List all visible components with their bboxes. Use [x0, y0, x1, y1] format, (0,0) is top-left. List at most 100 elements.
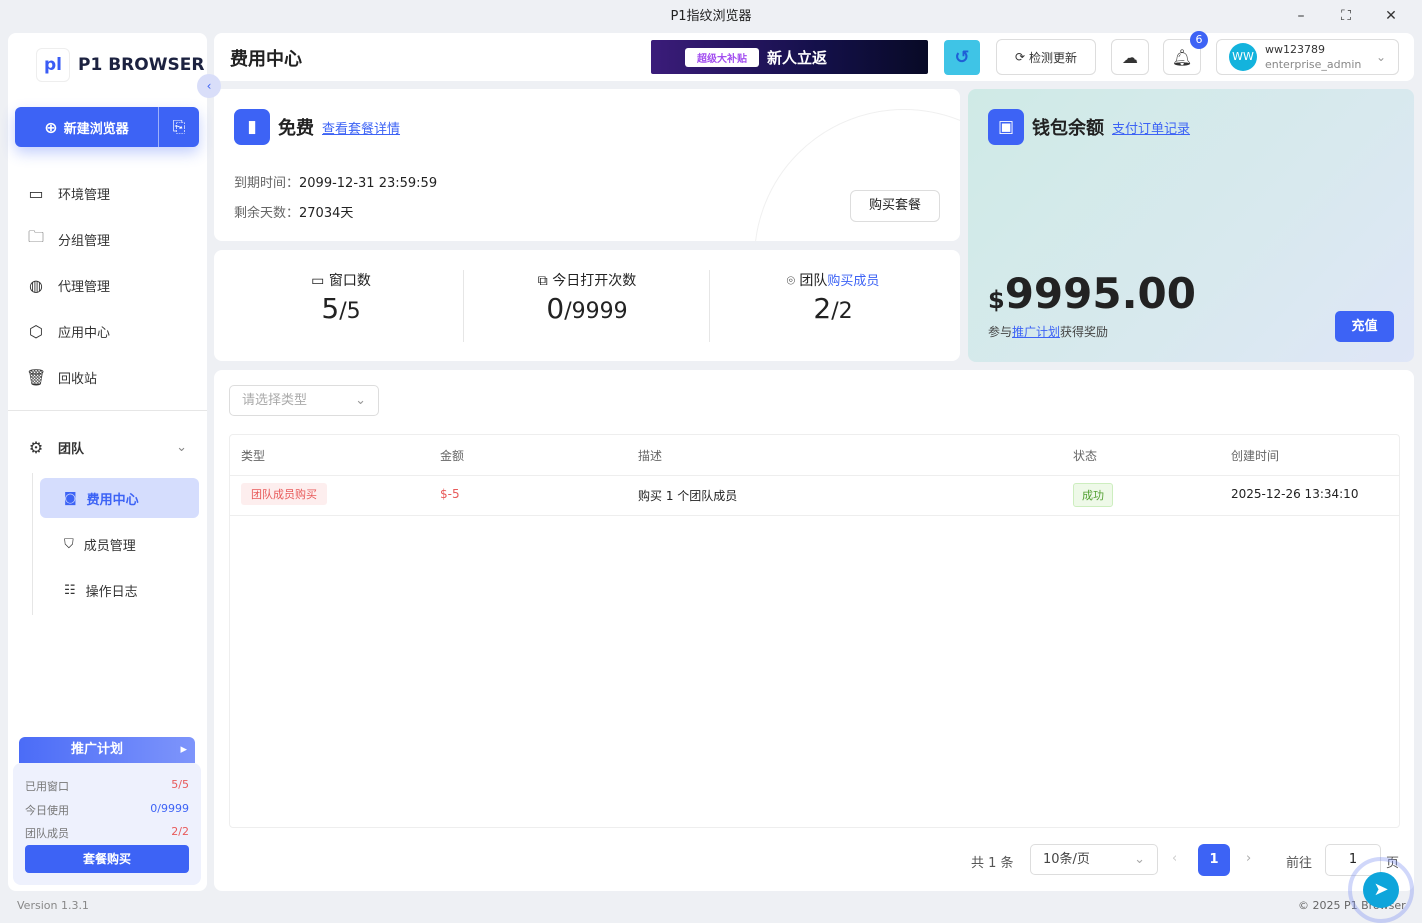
sidebar-item-apps[interactable]: ⬡ 应用中心 [8, 311, 207, 351]
sidebar-item-logs[interactable]: ☷ 操作日志 [64, 582, 138, 600]
plus-circle-icon: ⊕ [44, 117, 58, 137]
refresh-app-icon[interactable]: ↺ [944, 40, 980, 75]
collapse-sidebar-button[interactable]: ‹ [197, 74, 221, 98]
expire-value: 2099-12-31 23:59:59 [299, 176, 438, 191]
tree-line [32, 473, 33, 615]
window-title: P1指纹浏览器 [670, 9, 752, 24]
sidebar-group-team[interactable]: ⚙ 团队 ⌄ [8, 427, 207, 467]
gear-icon: ⚙ [28, 437, 44, 457]
window-icon: ▭ [28, 183, 44, 203]
type-tag: 团队成员购买 [241, 483, 327, 505]
plan-details-link[interactable]: 查看套餐详情 [322, 121, 401, 137]
chevron-down-icon: ⌄ [176, 439, 187, 455]
plan-name: 免费 [278, 118, 314, 139]
wallet-icon: ◙ [64, 490, 77, 506]
stat-opens: ⧉ 今日打开次数 0/9999 [537, 273, 637, 325]
today-use-label: 今日使用 [25, 804, 69, 817]
check-update-button[interactable]: ⟳ 检测更新 [996, 39, 1096, 75]
divider [709, 270, 710, 342]
copy-icon: ⧉ [537, 273, 548, 289]
chevron-down-icon: ⌄ [1375, 50, 1386, 64]
proxy-icon: ◍ [29, 275, 43, 295]
sidebar-item-trash[interactable]: 🗑 回收站 [26, 367, 98, 387]
telegram-icon[interactable]: ➤ [1363, 872, 1399, 908]
minimize-button[interactable]: – [1297, 8, 1305, 24]
log-icon: ☷ [64, 582, 76, 598]
close-button[interactable]: ✕ [1385, 8, 1397, 24]
sync-icon: ⟳ [1014, 50, 1026, 64]
sidebar-item-billing[interactable]: ◙ 费用中心 [40, 478, 199, 518]
buy-plan-button[interactable]: 套餐购买 [25, 845, 189, 873]
new-browser-button[interactable]: ⊕ 新建浏览器 ⎘ [15, 107, 199, 147]
stats-card [214, 250, 960, 361]
col-created: 创建时间 [1231, 449, 1280, 463]
recharge-button[interactable]: 充值 [1335, 311, 1394, 342]
goto-label: 前往 [1286, 856, 1313, 871]
sidebar-item-members[interactable]: ⛉ 成员管理 [64, 536, 136, 554]
bell-icon: 🔔︎ [1171, 47, 1193, 67]
currency: $ [988, 286, 1005, 314]
window-icon: ▭ [311, 273, 325, 289]
download-cloud-button[interactable]: ☁ [1111, 39, 1149, 75]
team-members-label: 团队成员 [25, 827, 69, 840]
created-cell: 2025-12-26 13:34:10 [1231, 487, 1359, 501]
desc-cell: 购买 1 个团队成员 [638, 489, 738, 503]
sidebar-item-env[interactable]: ▭ 环境管理 [8, 173, 207, 213]
records-table [229, 434, 1400, 828]
notification-badge: 6 [1190, 31, 1208, 49]
records-card: 请选择类型 ⌄ [214, 370, 1414, 891]
status-badge: 成功 [1073, 483, 1113, 507]
col-amount: 金额 [440, 449, 465, 463]
used-windows-label: 已用窗口 [25, 780, 69, 793]
today-use-value: 0/9999 [150, 802, 189, 815]
user-role: enterprise_admin [1265, 58, 1362, 71]
wallet-amount: 9995.00 [1004, 269, 1196, 318]
col-desc: 描述 [638, 449, 663, 463]
wallet-card: ▣ 钱包余额 支付订单记录 $9995.00 参与推广计划获得奖励 充值 [968, 89, 1414, 362]
chevron-down-icon: ⌄ [1134, 852, 1145, 867]
user-menu[interactable]: WW ww123789 enterprise_admin ⌄ [1216, 39, 1399, 75]
sidebar-item-group[interactable]: 🗀 分组管理 [8, 219, 207, 259]
team-members-value: 2/2 [171, 825, 189, 838]
trash-icon: 🗑 [26, 367, 47, 387]
orders-link[interactable]: 支付订单记录 [1112, 121, 1191, 137]
divider [463, 270, 464, 342]
location-icon: ⌾ [786, 273, 795, 289]
version: Version 1.3.1 [17, 899, 89, 912]
batch-create-icon[interactable]: ⎘ [172, 117, 186, 136]
type-select[interactable]: 请选择类型 ⌄ [229, 385, 379, 416]
promo-plan-button[interactable]: 推广计划 ▸ [19, 737, 195, 763]
prev-page-button[interactable]: ‹ [1172, 851, 1178, 866]
user-shield-icon: ⛉ [64, 536, 74, 552]
banner-tag: 超级大补贴 [685, 47, 759, 67]
expire-label: 到期时间： [234, 176, 300, 191]
chevron-down-icon: ⌄ [355, 393, 366, 408]
promo-banner[interactable]: 超级大补贴 新人立返 [651, 40, 928, 74]
user-name: ww123789 [1265, 43, 1325, 56]
promo-plan-link[interactable]: 推广计划 [1012, 325, 1061, 339]
plan-card: ▮ 免费 查看套餐详情 到期时间：2099-12-31 23:59:59 剩余天… [214, 89, 960, 241]
page-size-select[interactable]: 10条/页 ⌄ [1030, 844, 1158, 875]
maximize-button[interactable]: ⛶ [1341, 8, 1351, 24]
divider [8, 410, 207, 411]
book-icon: ▮ [234, 109, 270, 145]
cube-icon: ⬡ [29, 321, 43, 341]
amount-cell: $-5 [440, 487, 460, 501]
caret-right-icon: ▸ [180, 742, 187, 757]
avatar: WW [1229, 43, 1257, 71]
buy-members-link[interactable]: 购买成员 [827, 274, 880, 289]
cloud-download-icon: ☁ [1122, 47, 1138, 67]
wallet-title: 钱包余额 [1032, 118, 1104, 139]
page-1-button[interactable]: 1 [1198, 844, 1230, 876]
sidebar-item-proxy[interactable]: ◍ 代理管理 [8, 265, 207, 305]
col-status: 状态 [1073, 449, 1098, 463]
next-page-button[interactable]: › [1246, 851, 1252, 866]
remain-label: 剩余天数： [234, 206, 300, 221]
total-count: 共 1 条 [971, 856, 1014, 871]
buy-plan-button[interactable]: 购买套餐 [850, 190, 940, 222]
stat-team: ⌾ 团队购买成员 2/2 [786, 273, 880, 325]
wallet-icon: ▣ [988, 109, 1024, 145]
used-windows-value: 5/5 [171, 778, 189, 791]
remain-value: 27034天 [299, 206, 354, 221]
folder-icon: 🗀 [27, 226, 44, 246]
